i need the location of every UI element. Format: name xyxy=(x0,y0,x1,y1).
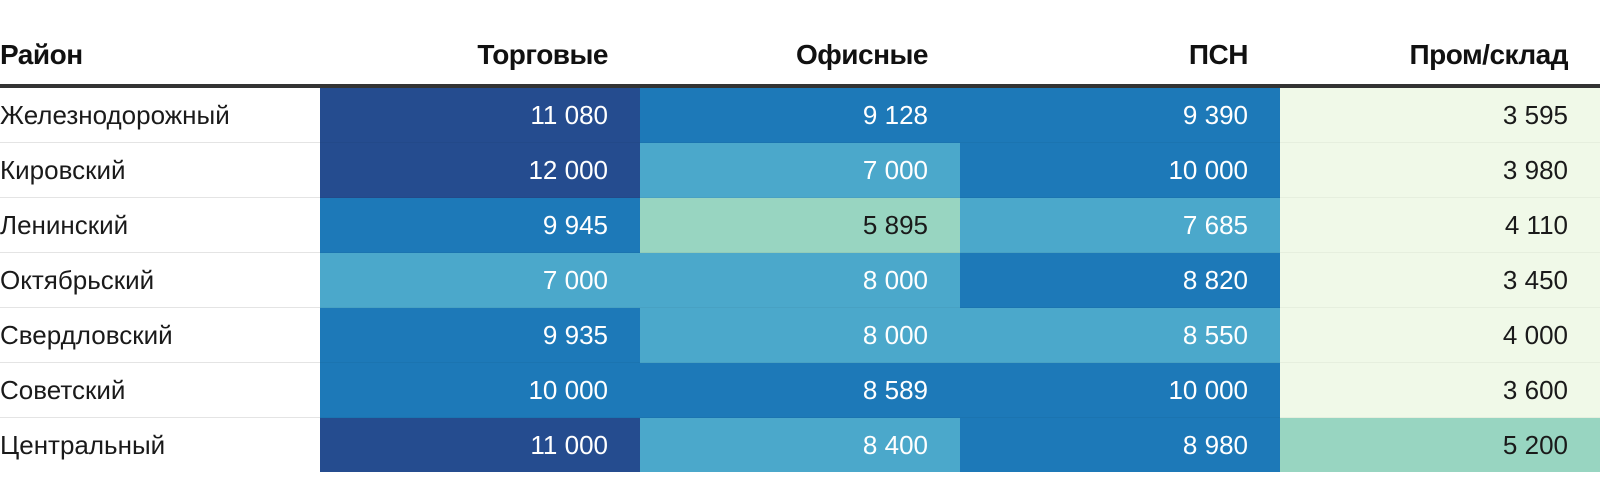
cell-psn: 8 980 xyxy=(960,417,1280,472)
row-label: Железнодорожный xyxy=(0,85,320,143)
cell-office: 7 000 xyxy=(640,142,960,198)
cell-psn: 10 000 xyxy=(960,362,1280,418)
row-label: Центральный xyxy=(0,417,320,472)
column-header-district: Район xyxy=(0,26,320,88)
cell-office: 9 128 xyxy=(640,85,960,143)
cell-industrial: 3 595 xyxy=(1280,85,1600,143)
column-header-office: Офисные xyxy=(640,26,960,88)
row-label: Октябрьский xyxy=(0,252,320,308)
table-row: Советский 10 000 8 589 10 000 3 600 xyxy=(0,362,1600,418)
column-header-industrial: Пром/склад xyxy=(1280,26,1600,88)
cell-retail: 9 935 xyxy=(320,307,640,363)
heatmap-table: Район Торговые Офисные ПСН Пром/склад Же… xyxy=(0,26,1600,472)
cell-office: 8 400 xyxy=(640,417,960,472)
cell-office: 5 895 xyxy=(640,197,960,253)
table-body: Железнодорожный 11 080 9 128 9 390 3 595 Киро… xyxy=(0,85,1600,472)
cell-office: 8 000 xyxy=(640,307,960,363)
table-row: Кировский 12 000 7 000 10 000 3 980 xyxy=(0,142,1600,198)
row-label: Кировский xyxy=(0,142,320,198)
cell-industrial: 3 450 xyxy=(1280,252,1600,308)
cell-industrial: 4 000 xyxy=(1280,307,1600,363)
cell-retail: 11 000 xyxy=(320,417,640,472)
cell-retail: 11 080 xyxy=(320,85,640,143)
cell-industrial: 4 110 xyxy=(1280,197,1600,253)
row-label: Советский xyxy=(0,362,320,418)
table-row: Свердловский 9 935 8 000 8 550 4 000 xyxy=(0,307,1600,363)
row-label: Свердловский xyxy=(0,307,320,363)
row-label: Ленинский xyxy=(0,197,320,253)
cell-retail: 12 000 xyxy=(320,142,640,198)
column-header-psn: ПСН xyxy=(960,26,1280,88)
cell-psn: 8 820 xyxy=(960,252,1280,308)
table-row: Железнодорожный 11 080 9 128 9 390 3 595 xyxy=(0,85,1600,143)
cell-retail: 9 945 xyxy=(320,197,640,253)
cell-industrial: 3 980 xyxy=(1280,142,1600,198)
cell-industrial: 5 200 xyxy=(1280,417,1600,472)
column-header-retail: Торговые xyxy=(320,26,640,88)
header-row: Район Торговые Офисные ПСН Пром/склад xyxy=(0,26,1600,88)
cell-psn: 8 550 xyxy=(960,307,1280,363)
cell-psn: 10 000 xyxy=(960,142,1280,198)
cell-retail: 7 000 xyxy=(320,252,640,308)
cell-retail: 10 000 xyxy=(320,362,640,418)
table-row: Центральный 11 000 8 400 8 980 5 200 xyxy=(0,417,1600,472)
table-row: Октябрьский 7 000 8 000 8 820 3 450 xyxy=(0,252,1600,308)
cell-industrial: 3 600 xyxy=(1280,362,1600,418)
cell-psn: 7 685 xyxy=(960,197,1280,253)
table-row: Ленинский 9 945 5 895 7 685 4 110 xyxy=(0,197,1600,253)
cell-psn: 9 390 xyxy=(960,85,1280,143)
cell-office: 8 589 xyxy=(640,362,960,418)
cell-office: 8 000 xyxy=(640,252,960,308)
